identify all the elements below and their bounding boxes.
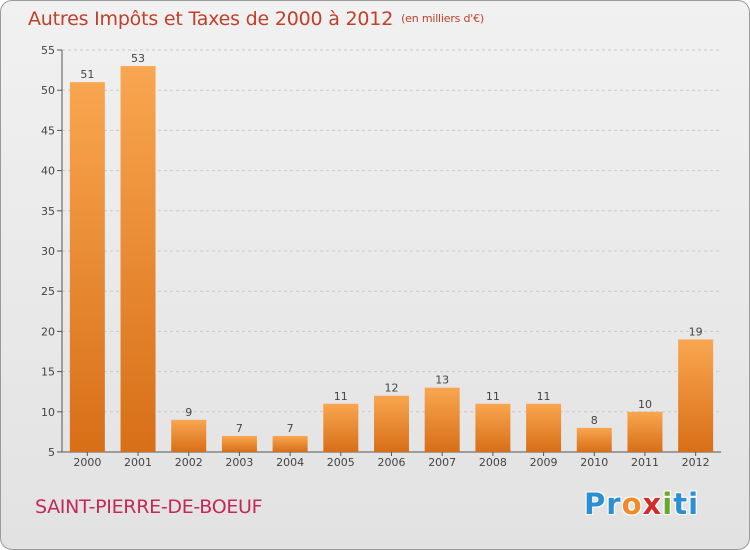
bar-2012	[678, 339, 714, 452]
x-tick-label: 2007	[428, 456, 456, 469]
logo-letter: o	[621, 487, 643, 521]
x-tick-label: 2006	[378, 456, 406, 469]
data-label-2010: 8	[591, 414, 598, 427]
y-tick-label: 55	[41, 44, 55, 57]
y-tick-label: 20	[41, 325, 55, 338]
data-label-2011: 10	[638, 398, 652, 411]
data-label-2002: 9	[185, 406, 192, 419]
data-label-2001: 53	[131, 52, 145, 65]
data-label-2004: 7	[287, 422, 294, 435]
x-tick-label: 2002	[175, 456, 203, 469]
bar-2008	[475, 403, 511, 452]
bar-2011	[627, 411, 663, 452]
bar-2006	[374, 395, 409, 452]
chart-subtitle: (en milliers d'€)	[401, 12, 484, 25]
chart-title: Autres Impôts et Taxes de 2000 à 2012 (en…	[28, 8, 484, 30]
proxiti-logo: Proxiti	[584, 487, 699, 521]
data-label-2012: 19	[689, 325, 703, 338]
y-tick-label: 50	[41, 84, 55, 97]
x-tick-label: 2000	[73, 456, 101, 469]
y-tick-label: 5	[48, 446, 55, 459]
x-tick-label: 2012	[682, 456, 710, 469]
bar-2005	[323, 403, 359, 452]
x-tick-label: 2003	[225, 456, 253, 469]
y-tick-label: 30	[41, 245, 55, 258]
x-tick-label: 2005	[327, 456, 355, 469]
bar-2003	[221, 435, 257, 452]
bar-2010	[576, 427, 612, 452]
x-tick-label: 2010	[580, 456, 608, 469]
x-tick-label: 2011	[631, 456, 659, 469]
y-tick-label: 35	[41, 205, 55, 218]
logo-letter: i	[688, 487, 700, 521]
bar-2009	[526, 403, 562, 452]
data-label-2009: 11	[537, 390, 551, 403]
logo-letter: P	[584, 487, 607, 521]
logo-letter: x	[642, 487, 663, 521]
data-label-2007: 13	[435, 374, 449, 387]
bar-2007	[424, 387, 460, 452]
bar-2002	[171, 419, 207, 452]
logo-letter: r	[606, 487, 622, 521]
x-tick-label: 2004	[276, 456, 304, 469]
x-tick-label: 2008	[479, 456, 507, 469]
bar-2000	[69, 82, 105, 452]
city-name: SAINT-PIERRE-DE-BOEUF	[35, 496, 263, 518]
x-tick-label: 2001	[124, 456, 152, 469]
chart-title-text: Autres Impôts et Taxes de 2000 à 2012	[28, 8, 394, 30]
x-tick-label: 2009	[530, 456, 558, 469]
logo-letter: i	[662, 487, 674, 521]
y-tick-label: 45	[41, 124, 55, 137]
bar-2001	[120, 66, 156, 452]
data-label-2005: 11	[334, 390, 348, 403]
y-tick-label: 15	[41, 366, 55, 379]
y-tick-label: 40	[41, 165, 55, 178]
data-label-2006: 12	[385, 382, 399, 395]
bar-2004	[272, 435, 308, 452]
y-tick-label: 10	[41, 406, 55, 419]
data-label-2000: 51	[80, 68, 94, 81]
data-label-2003: 7	[236, 422, 243, 435]
y-tick-label: 25	[41, 285, 55, 298]
data-label-2008: 11	[486, 390, 500, 403]
logo-letter: t	[673, 487, 689, 521]
